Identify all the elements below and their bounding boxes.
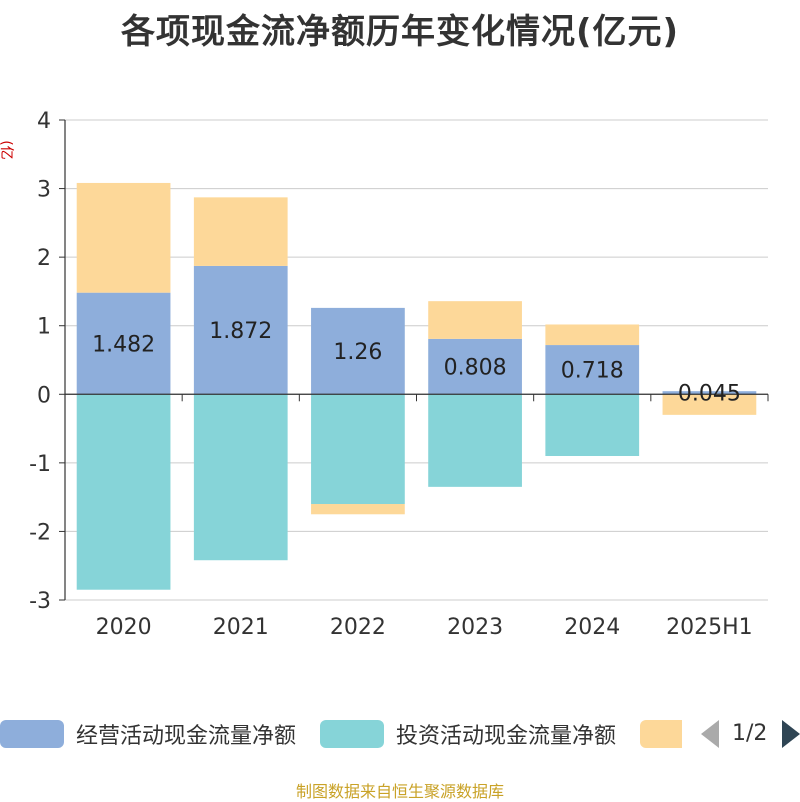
- data-label-2022: 1.26: [333, 340, 382, 365]
- axes: -3 -2 -1 0 1 2 3 4 2020 2021 2022 2023 2024 2025H1: [29, 109, 769, 640]
- y-tick-label: 1: [37, 315, 51, 340]
- source-footnote: 制图数据来自恒生聚源数据库: [295, 782, 504, 801]
- bar-s0-2021: [193, 265, 288, 395]
- data-label-2023: 0.808: [444, 356, 507, 381]
- x-tick-label-2022: 2022: [330, 615, 386, 640]
- bar-s1-2024: [545, 394, 640, 456]
- y-tick-label: -3: [29, 589, 51, 614]
- bar-s0-2020: [76, 292, 171, 395]
- x-tick-label-2024: 2024: [564, 615, 620, 640]
- bar-s0-2024: [545, 345, 640, 395]
- chart-title: 各项现金流净额历年变化情况(亿元): [120, 12, 680, 52]
- y-tick-label: 4: [37, 109, 51, 134]
- bar-s1-2020: [76, 394, 171, 590]
- legend: 经营活动现金流量净额 投资活动现金流量净额: [0, 716, 800, 756]
- bar-s0-2025H1: [662, 391, 757, 395]
- legend-swatch-investing: [320, 720, 384, 748]
- bar-s2-2020: [76, 182, 171, 293]
- legend-item-financing[interactable]: [640, 716, 694, 752]
- bars: [76, 182, 757, 590]
- data-label-2025H1: 0.045: [678, 382, 741, 407]
- data-label-2024: 0.718: [561, 359, 624, 384]
- y-tick-label: -2: [29, 520, 51, 545]
- bar-s1-2022: [311, 394, 405, 504]
- y-tick-label: -1: [29, 452, 51, 477]
- x-tick-label-2021: 2021: [213, 615, 269, 640]
- y-tick-label: 2: [37, 246, 51, 271]
- legend-pager-text: 1/2: [732, 721, 768, 746]
- bar-s2-2023: [428, 301, 522, 339]
- x-tick-label-2023: 2023: [447, 615, 503, 640]
- y-tick-label: 0: [37, 383, 51, 408]
- data-labels: 1.482 1.872 1.26 0.808 0.718 0.045: [92, 319, 741, 407]
- bar-s1-2021: [193, 394, 288, 561]
- legend-swatch-financing: [640, 720, 682, 748]
- x-tick-label-2020: 2020: [96, 615, 152, 640]
- bar-s2-2025H1: [662, 394, 757, 415]
- triangle-right-icon[interactable]: [782, 720, 800, 748]
- legend-label-investing: 投资活动现金流量净额: [396, 724, 617, 749]
- legend-label-operating: 经营活动现金流量净额: [76, 724, 297, 749]
- x-tick-label-2025H1: 2025H1: [666, 615, 753, 640]
- bar-s2-2021: [193, 197, 288, 266]
- bar-s2-2022: [311, 504, 405, 515]
- y-tick-label: 3: [37, 178, 51, 203]
- legend-swatch-operating: [0, 720, 64, 748]
- bar-s0-2022: [311, 307, 405, 395]
- bar-s2-2024: [545, 324, 640, 346]
- legend-item-investing[interactable]: 投资活动现金流量净额: [320, 716, 616, 752]
- bar-s1-2023: [428, 394, 522, 487]
- data-label-2020: 1.482: [92, 332, 155, 357]
- bar-s0-2023: [428, 338, 522, 395]
- triangle-left-icon[interactable]: [701, 720, 719, 748]
- data-label-2021: 1.872: [209, 319, 272, 344]
- legend-item-operating[interactable]: 经营活动现金流量净额: [0, 716, 296, 752]
